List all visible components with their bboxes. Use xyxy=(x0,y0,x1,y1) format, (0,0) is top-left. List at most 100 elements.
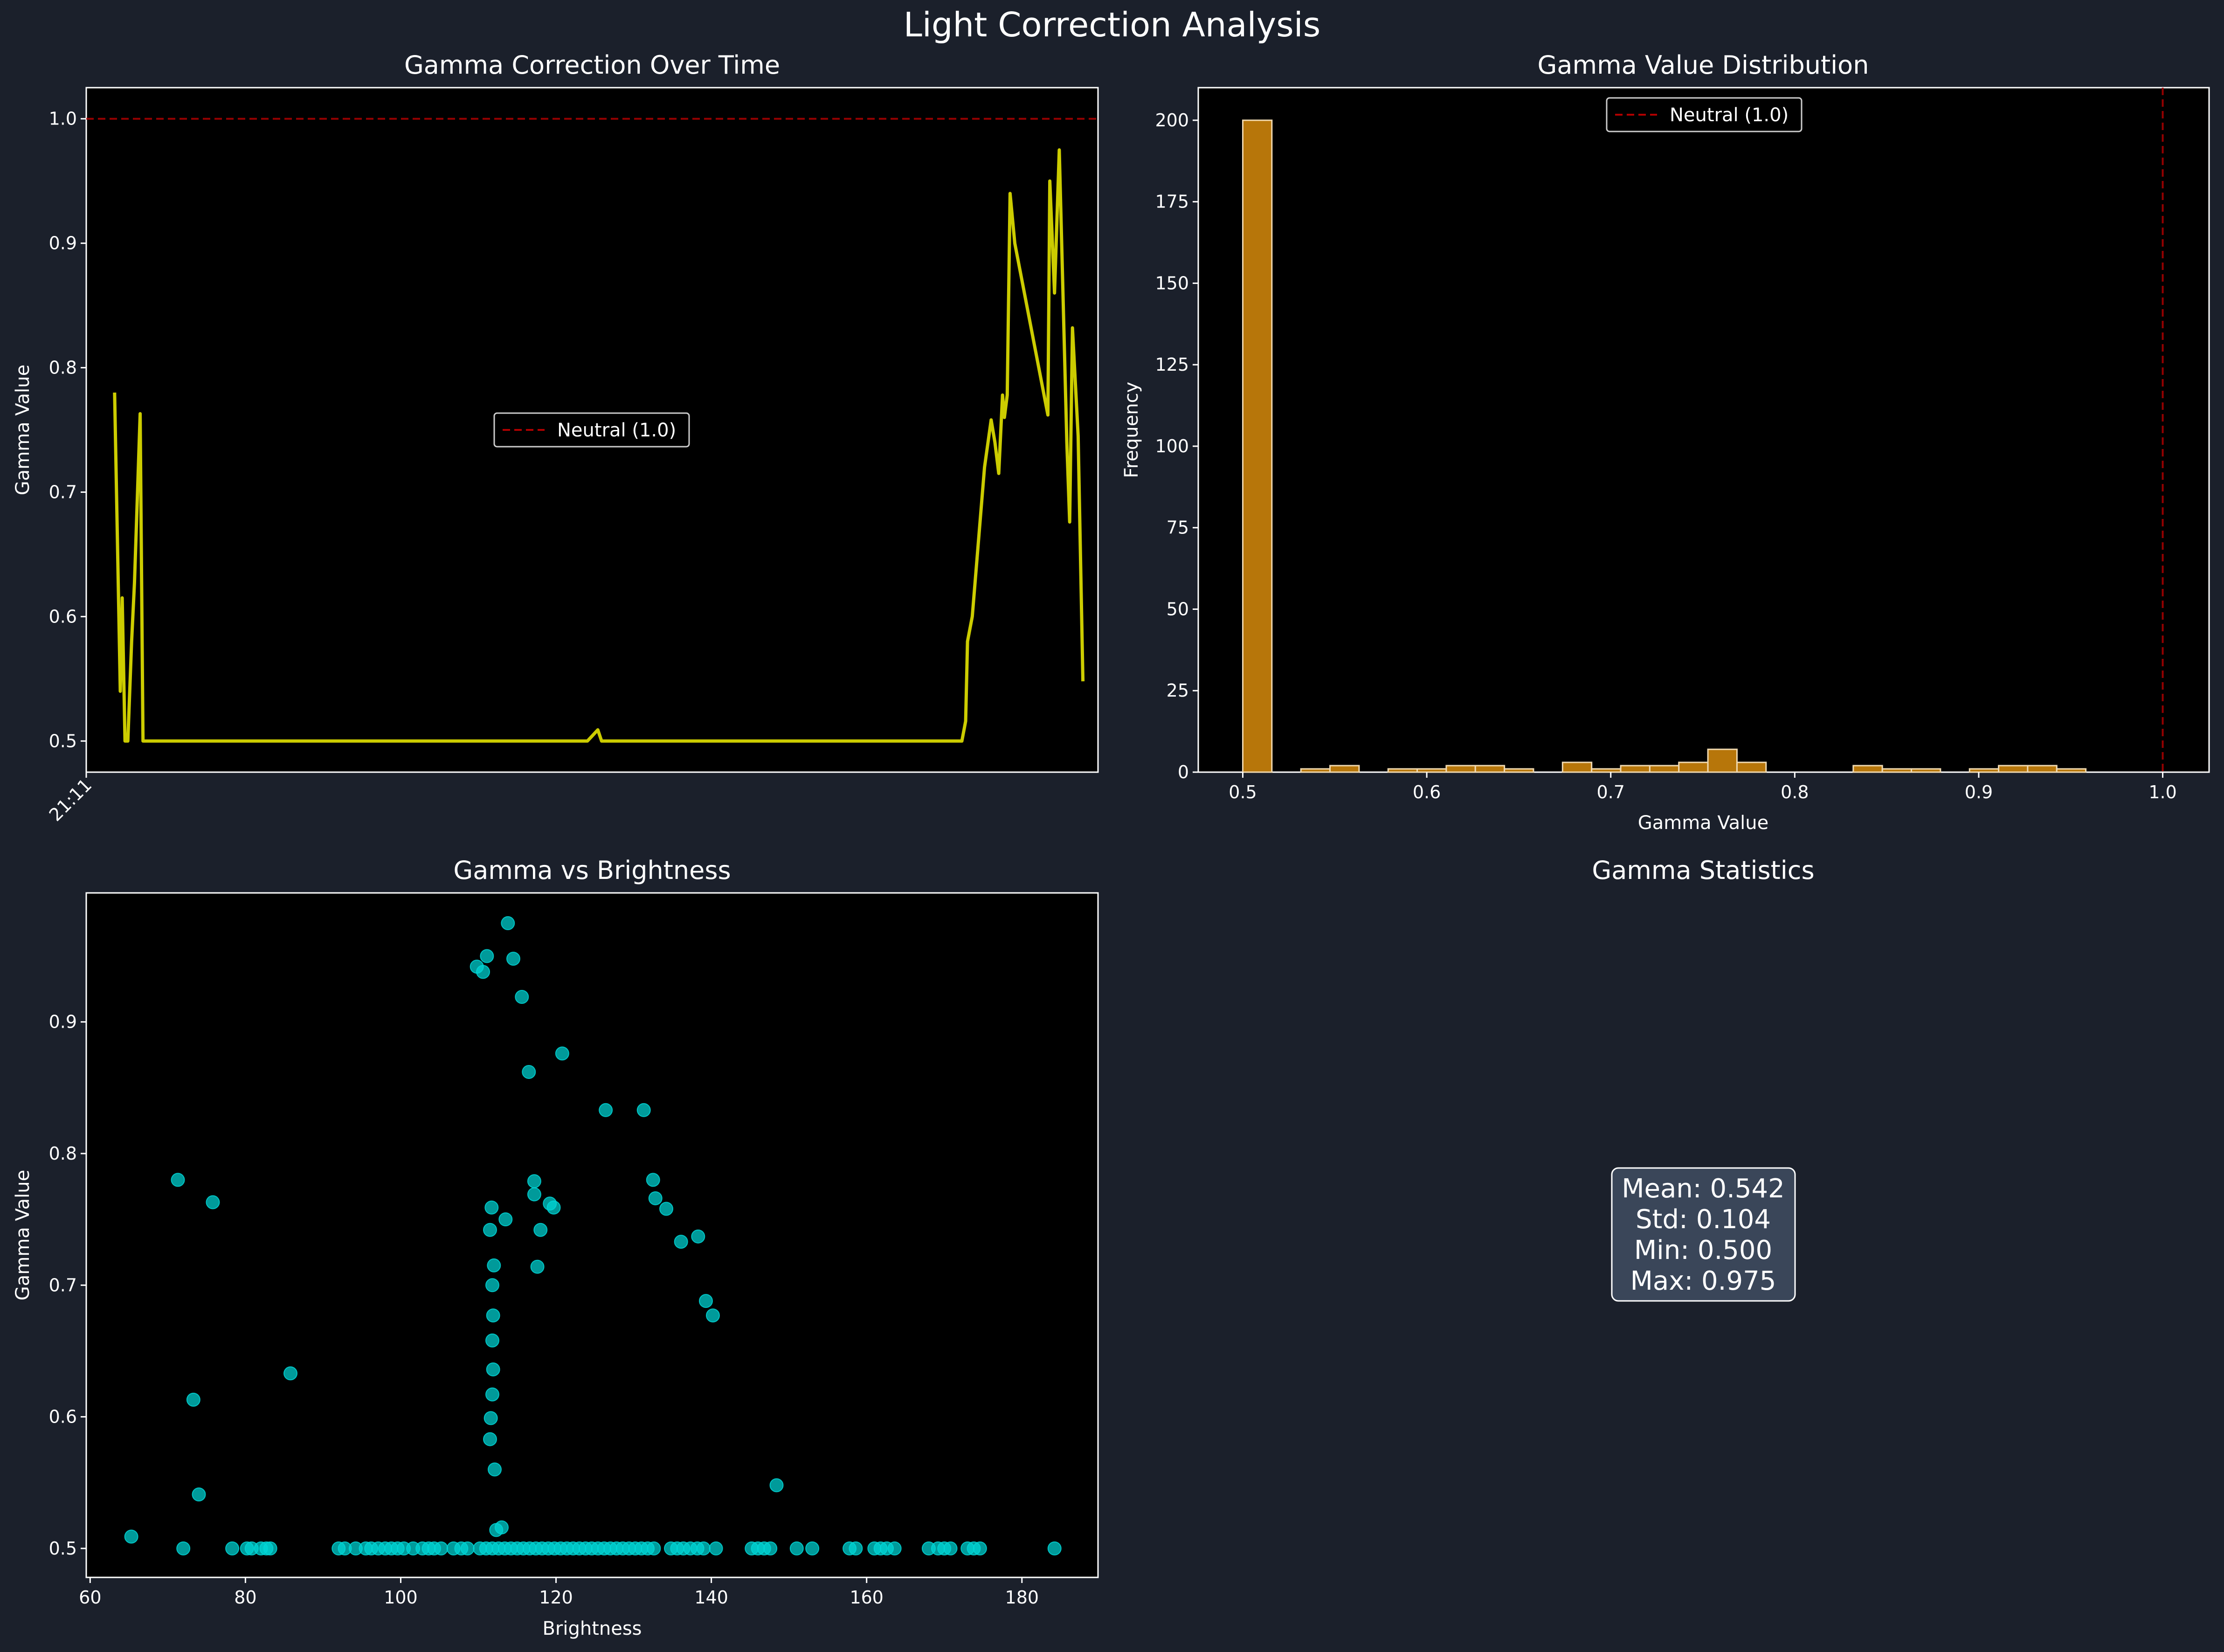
y-tick-label: 100 xyxy=(1155,436,1189,456)
x-tick-label: 120 xyxy=(539,1587,573,1608)
histogram-bar xyxy=(1707,748,1738,773)
scatter-point xyxy=(696,1541,711,1555)
histogram-bar xyxy=(1620,765,1651,773)
x-tick-label: 180 xyxy=(1005,1587,1039,1608)
scatter-point xyxy=(973,1541,987,1555)
scatter-point xyxy=(769,1478,784,1493)
stats-std: Std: 0.104 xyxy=(1636,1204,1771,1235)
scatter-point xyxy=(176,1541,191,1555)
y-tick-label: 150 xyxy=(1155,273,1189,293)
scatter-point xyxy=(483,1223,497,1237)
scatter-point xyxy=(485,1333,499,1348)
scatter-point xyxy=(485,1278,499,1293)
scatter-point xyxy=(849,1541,863,1555)
axes-background xyxy=(1197,87,2210,773)
x-tick-label: 140 xyxy=(694,1587,728,1608)
stats-max: Max: 0.975 xyxy=(1630,1266,1776,1296)
scatter-point xyxy=(486,1362,500,1376)
x-tick-label: 80 xyxy=(234,1587,256,1608)
histogram-bar xyxy=(1387,768,1418,773)
y-tick-label: 0 xyxy=(1178,762,1189,782)
y-tick-label: 0.6 xyxy=(49,1407,77,1427)
panel-gamma-statistics: Gamma Statistics Mean: 0.542 Std: 0.104 … xyxy=(1592,856,1815,1302)
panel-title: Gamma Statistics xyxy=(1592,856,1814,885)
stats-mean: Mean: 0.542 xyxy=(1622,1174,1785,1204)
scatter-point xyxy=(506,952,520,966)
histogram-bar xyxy=(1445,765,1476,773)
scatter-point xyxy=(263,1541,277,1555)
histogram-bar xyxy=(1881,768,1913,773)
scatter-point xyxy=(480,949,494,963)
histogram-bar xyxy=(1968,768,2000,773)
scatter-point xyxy=(434,1541,449,1555)
scatter-point xyxy=(636,1103,651,1117)
histogram-bar xyxy=(1649,765,1680,773)
scatter-point xyxy=(555,1046,569,1061)
y-tick-label: 0.9 xyxy=(49,1012,77,1032)
x-tick-label: 60 xyxy=(79,1587,101,1608)
figure-title: Light Correction Analysis xyxy=(904,5,1321,44)
legend-label: Neutral (1.0) xyxy=(1670,104,1789,126)
scatter-point xyxy=(501,916,515,930)
y-tick-label: 0.6 xyxy=(49,606,77,627)
y-axis-label: Gamma Value xyxy=(12,1170,34,1301)
scatter-point xyxy=(705,1308,720,1323)
scatter-point xyxy=(483,1432,497,1446)
y-tick-label: 50 xyxy=(1167,599,1189,619)
legend-frame xyxy=(1606,97,1803,132)
histogram-bar xyxy=(1736,761,1767,773)
y-tick-label: 75 xyxy=(1167,518,1189,538)
scatter-point xyxy=(485,1387,499,1402)
legend-label: Neutral (1.0) xyxy=(557,420,676,441)
scatter-point xyxy=(674,1235,688,1249)
y-tick-label: 200 xyxy=(1155,110,1189,131)
x-tick-label: 0.5 xyxy=(1229,782,1257,802)
plot-area: 60 80 100 120 140 160 180 0.5 0.6 0.7 0.8 0.9 xyxy=(49,916,1062,1608)
histogram-bar xyxy=(1242,119,1273,773)
scatter-point xyxy=(691,1229,705,1244)
histogram-bar xyxy=(1561,761,1593,773)
histogram-bar xyxy=(1911,768,1941,773)
scatter-point xyxy=(887,1541,902,1555)
scatter-point xyxy=(943,1541,958,1555)
histogram-bar xyxy=(2027,765,2058,773)
scatter-point xyxy=(460,1541,475,1555)
scatter-point xyxy=(487,1258,501,1272)
x-tick-label: 1.0 xyxy=(2148,782,2176,802)
scatter-point xyxy=(646,1173,660,1187)
scatter-point xyxy=(527,1174,541,1189)
panel-title: Gamma Correction Over Time xyxy=(404,50,780,80)
scatter-point xyxy=(192,1487,206,1502)
legend-frame xyxy=(493,412,690,448)
x-tick-label: 0.8 xyxy=(1781,782,1809,802)
scatter-point xyxy=(225,1541,240,1555)
y-axis-label: Frequency xyxy=(1121,382,1142,478)
x-tick-label: 0.7 xyxy=(1597,782,1625,802)
scatter-point xyxy=(546,1200,561,1215)
y-tick-label: 0.5 xyxy=(49,731,77,751)
scatter-point xyxy=(763,1541,778,1555)
scatter-point xyxy=(487,1462,502,1477)
legend: Neutral (1.0) xyxy=(1606,97,1803,132)
y-tick-label: 1.0 xyxy=(49,109,77,129)
x-tick-label: 100 xyxy=(384,1587,418,1608)
scatter-point xyxy=(659,1202,674,1216)
x-tick-label: 160 xyxy=(850,1587,884,1608)
y-tick-label: 25 xyxy=(1167,680,1189,701)
x-axis-label: Brightness xyxy=(542,1618,642,1639)
scatter-point xyxy=(206,1195,220,1210)
scatter-point xyxy=(476,965,490,979)
scatter-point xyxy=(648,1191,663,1205)
scatter-point xyxy=(515,990,529,1004)
x-tick-label: 0.9 xyxy=(1965,782,1993,802)
plot-area: 0.5 0.6 0.7 0.8 0.9 1.0 0 25 50 75 100 125 150 175 200 xyxy=(1155,88,2177,802)
y-tick-label: 125 xyxy=(1155,354,1189,375)
scatter-point xyxy=(530,1259,545,1274)
histogram-bar xyxy=(1998,765,2029,773)
axes-background xyxy=(85,892,1099,1578)
scatter-point xyxy=(789,1541,804,1555)
panel-gamma-distribution: Gamma Value Distribution 0.5 0.6 0.7 0.8 0.9… xyxy=(1121,50,2210,834)
scatter-point xyxy=(498,1212,513,1227)
histogram-bar xyxy=(1504,768,1534,773)
